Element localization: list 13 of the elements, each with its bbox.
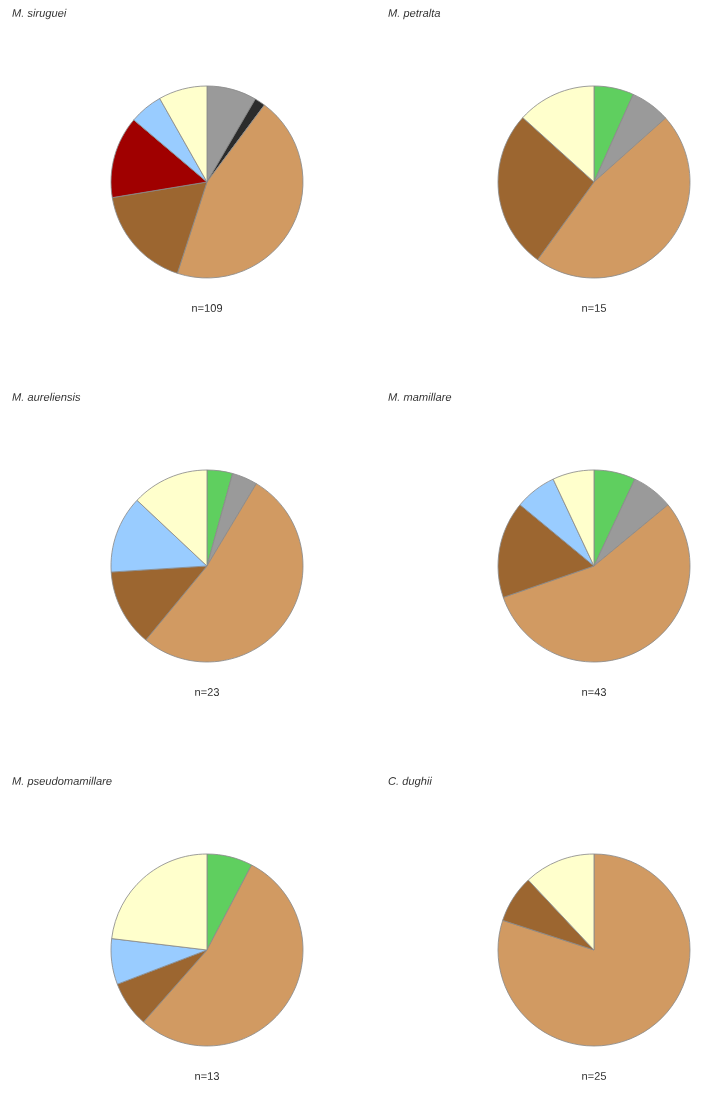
- pie-slice: [497, 853, 691, 1047]
- chart-title: C. dughii: [388, 776, 433, 788]
- text: n=43: [582, 688, 607, 696]
- text: n=13: [195, 1072, 220, 1080]
- chart-title: M. aureliensis: [12, 392, 81, 401]
- text: n=109: [192, 304, 223, 312]
- text: n=23: [195, 688, 220, 696]
- chart-title: M. petralta: [388, 8, 441, 20]
- text: n=15: [582, 304, 607, 312]
- chart-title: M. mamillare: [388, 392, 452, 401]
- chart-title: M. siruguei: [12, 8, 67, 20]
- text: n=25: [582, 1072, 607, 1080]
- chart-title: M. pseudomamillare: [12, 776, 112, 788]
